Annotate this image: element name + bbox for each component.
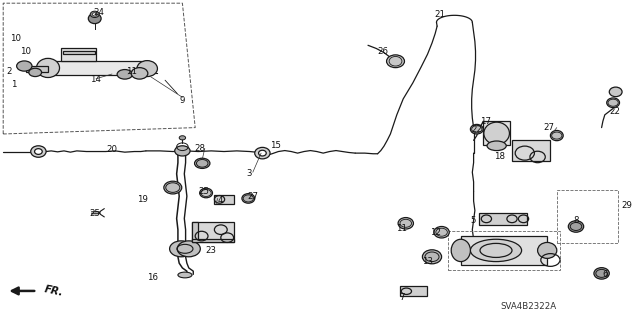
Text: 23: 23	[205, 246, 217, 255]
Text: 26: 26	[377, 47, 388, 56]
Text: 27: 27	[247, 192, 259, 201]
Ellipse shape	[242, 194, 255, 203]
Ellipse shape	[609, 87, 622, 97]
Bar	[192, 222, 198, 242]
Ellipse shape	[170, 241, 193, 257]
Ellipse shape	[255, 147, 270, 159]
Bar	[483, 121, 510, 145]
Ellipse shape	[178, 272, 192, 278]
Text: 25: 25	[198, 187, 209, 196]
Ellipse shape	[93, 13, 97, 16]
Bar	[400, 286, 427, 296]
Ellipse shape	[470, 239, 522, 262]
Ellipse shape	[90, 11, 99, 18]
Text: 11: 11	[396, 224, 408, 233]
Text: 18: 18	[493, 152, 505, 161]
Text: 11: 11	[125, 67, 137, 76]
Ellipse shape	[117, 70, 132, 79]
Bar	[214, 195, 234, 204]
Text: FR.: FR.	[44, 284, 65, 298]
Text: 28: 28	[194, 144, 205, 153]
Text: 22: 22	[471, 125, 483, 134]
Bar	[61, 48, 96, 61]
Ellipse shape	[451, 239, 470, 262]
Text: 3: 3	[247, 169, 252, 178]
Ellipse shape	[36, 58, 60, 78]
Ellipse shape	[422, 250, 442, 264]
Bar	[48, 61, 147, 75]
Text: 5: 5	[471, 216, 476, 225]
Ellipse shape	[550, 130, 563, 141]
Ellipse shape	[398, 218, 413, 229]
Text: 17: 17	[479, 117, 491, 126]
Text: 9: 9	[180, 96, 185, 105]
Ellipse shape	[434, 226, 449, 238]
Bar	[63, 51, 95, 54]
Text: 10: 10	[20, 47, 31, 56]
Text: 6: 6	[602, 270, 607, 279]
Ellipse shape	[177, 241, 200, 257]
Text: 14: 14	[90, 75, 102, 84]
Ellipse shape	[137, 61, 157, 77]
Ellipse shape	[131, 68, 148, 79]
Text: 1: 1	[12, 80, 17, 89]
Text: SVA4B2322A: SVA4B2322A	[500, 302, 556, 311]
Text: 21: 21	[435, 10, 446, 19]
Ellipse shape	[164, 181, 182, 194]
Ellipse shape	[387, 55, 404, 68]
Ellipse shape	[88, 13, 101, 24]
Text: 24: 24	[93, 8, 105, 17]
Text: 16: 16	[147, 273, 158, 282]
Text: 15: 15	[269, 141, 281, 150]
Bar	[461, 236, 547, 265]
Text: 7: 7	[399, 293, 404, 302]
Bar	[192, 222, 234, 242]
Text: 10: 10	[10, 34, 22, 43]
Text: 19: 19	[137, 195, 147, 204]
Bar	[26, 66, 48, 72]
Text: 27: 27	[543, 123, 555, 132]
Ellipse shape	[35, 149, 42, 154]
Text: 20: 20	[106, 145, 118, 154]
Ellipse shape	[195, 158, 210, 168]
Text: 12: 12	[429, 228, 441, 237]
Ellipse shape	[29, 68, 42, 77]
Text: 22: 22	[609, 107, 620, 116]
Ellipse shape	[470, 124, 483, 134]
Ellipse shape	[200, 188, 212, 198]
Text: 29: 29	[622, 201, 632, 210]
Text: 13: 13	[422, 257, 433, 266]
Ellipse shape	[568, 221, 584, 232]
Ellipse shape	[594, 268, 609, 279]
Ellipse shape	[179, 136, 186, 140]
Ellipse shape	[259, 150, 266, 156]
Ellipse shape	[607, 98, 620, 108]
Bar	[192, 239, 234, 242]
Ellipse shape	[484, 122, 509, 145]
Text: 8: 8	[573, 216, 579, 225]
Ellipse shape	[31, 146, 46, 157]
Ellipse shape	[487, 141, 506, 151]
Text: 4: 4	[218, 197, 223, 205]
Bar	[512, 140, 550, 161]
Ellipse shape	[538, 242, 557, 258]
Text: 25: 25	[89, 209, 100, 218]
Text: 2: 2	[7, 67, 12, 76]
Ellipse shape	[175, 146, 190, 156]
Bar	[479, 213, 527, 225]
Ellipse shape	[17, 61, 32, 71]
